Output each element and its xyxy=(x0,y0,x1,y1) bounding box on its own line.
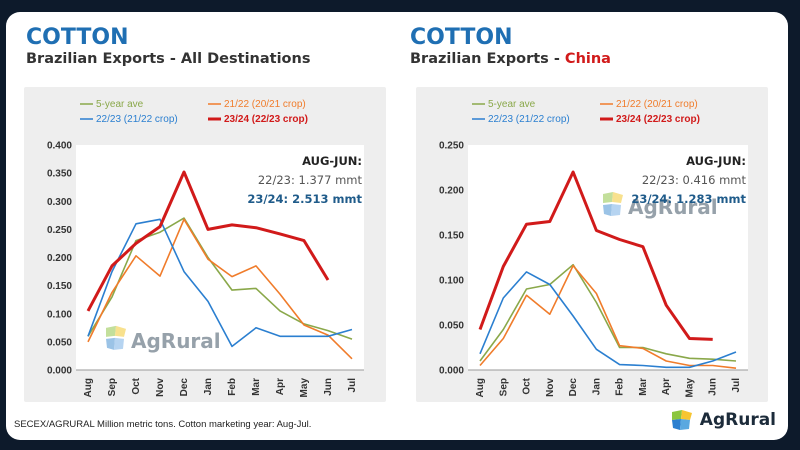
right-legend-label-y2223: 22/23 (21/22 crop) xyxy=(488,114,570,125)
right-legend-label-y2324: 23/24 (22/23 crop) xyxy=(616,114,700,125)
right-x-tick-label: Dec xyxy=(568,378,579,397)
left-chart-title: COTTON xyxy=(26,25,129,50)
left-chart-svg: 0.000 0.050 0.100 0.150 0.200 0.250 0.300 0.350… xyxy=(47,99,364,398)
left-subtitle-prefix: Brazilian Exports - xyxy=(26,51,181,67)
right-y-tick-label: 0.150 xyxy=(439,231,464,242)
right-chart: 0.000 0.050 0.100 0.150 0.200 0.250 Aug Sep Oct N… xyxy=(416,87,768,402)
right-watermark-text: AgRural xyxy=(628,195,718,219)
left-x-tick-label: Jan xyxy=(203,378,214,395)
left-watermark-icon-d xyxy=(114,337,124,350)
left-y-tick-label: 0.300 xyxy=(47,197,72,208)
right-watermark-icon-d xyxy=(611,204,621,216)
left-y-tick-label: 0.050 xyxy=(47,337,72,348)
right-chart-title: COTTON xyxy=(410,25,513,50)
agrural-logo-icon xyxy=(671,410,692,430)
right-x-tick-label: Jun xyxy=(708,378,719,396)
left-x-tick-label: Feb xyxy=(227,378,238,396)
brand-logo: AgRural xyxy=(670,408,776,432)
left-x-tick-label: Dec xyxy=(179,378,190,397)
left-note-2324: 23/24: 2.513 mmt xyxy=(247,192,362,206)
left-x-tick-label: Oct xyxy=(131,377,142,394)
left-x-tick-label: Nov xyxy=(155,378,166,397)
left-series-line-y2223 xyxy=(87,218,353,348)
right-legend-label-five_year: 5-year ave xyxy=(488,99,536,110)
brand-name: AgRural xyxy=(699,410,776,430)
right-chart-subtitle: Brazilian Exports - China xyxy=(410,51,611,67)
footer-source-note: SECEX/AGRURAL Million metric tons. Cotto… xyxy=(14,419,312,430)
left-x-tick-label: Jun xyxy=(323,378,334,396)
right-y-tick-label: 0.100 xyxy=(439,276,464,287)
right-note-heading: AUG-JUN: xyxy=(686,154,746,168)
right-y-tick-label: 0.250 xyxy=(439,141,464,152)
left-note-2223: 22/23: 1.377 mmt xyxy=(258,173,363,187)
right-note-2324: 23/24: 1.283 mmt xyxy=(631,192,746,206)
left-x-tick-label: Sep xyxy=(107,378,118,396)
left-x-tick-label: Aug xyxy=(83,378,94,397)
right-x-tick-label: Jan xyxy=(591,378,602,395)
left-panel-header: COTTON Brazilian Exports - All Destinati… xyxy=(26,25,310,68)
right-watermark-icon-c xyxy=(603,204,612,216)
right-watermark: AgRural xyxy=(603,192,718,219)
left-legend-label-y2324: 23/24 (22/23 crop) xyxy=(224,114,308,125)
right-note-2223: 22/23: 0.416 mmt xyxy=(642,173,747,187)
left-y-tick-label: 0.100 xyxy=(47,309,72,320)
left-y-tick-label: 0.250 xyxy=(47,225,72,236)
right-subtitle-prefix: Brazilian Exports - xyxy=(410,51,565,67)
left-chart: 0.000 0.050 0.100 0.150 0.200 0.250 0.300 0.350… xyxy=(24,87,386,402)
right-x-tick-label: Sep xyxy=(498,378,509,396)
right-x-tick-label: Apr xyxy=(661,378,672,395)
right-x-tick-label: Jul xyxy=(731,378,742,393)
right-y-tick-label: 0.200 xyxy=(439,186,464,197)
left-legend-label-y2122: 21/22 (20/21 crop) xyxy=(224,99,306,110)
right-y-tick-label: 0.050 xyxy=(439,321,464,332)
left-x-tick-label: Jul xyxy=(347,378,358,393)
left-x-tick-label: May xyxy=(299,378,310,398)
left-y-tick-label: 0.200 xyxy=(47,253,72,264)
left-legend-label-five_year: 5-year ave xyxy=(96,99,144,110)
left-x-tick-label: Mar xyxy=(251,378,262,396)
right-subtitle-highlight: China xyxy=(564,51,611,67)
right-watermark-icon-a xyxy=(603,192,613,203)
right-series-line-five_year xyxy=(479,263,737,362)
left-chart-subtitle: Brazilian Exports - All Destinations xyxy=(26,51,310,67)
left-legend-label-y2223: 22/23 (21/22 crop) xyxy=(96,114,178,125)
right-x-tick-label: May xyxy=(684,378,695,398)
left-y-tick-label: 0.350 xyxy=(47,169,72,180)
left-series-line-five_year xyxy=(87,217,353,340)
left-watermark-icon-a xyxy=(106,325,116,337)
right-legend-label-y2122: 21/22 (20/21 crop) xyxy=(616,99,698,110)
slide: COTTON Brazilian Exports - All Destinati… xyxy=(6,12,788,440)
left-watermark-text: AgRural xyxy=(131,329,221,353)
right-chart-svg: 0.000 0.050 0.100 0.150 0.200 0.250 Aug Sep Oct N… xyxy=(439,99,748,398)
left-series-line-y2324 xyxy=(86,170,330,312)
left-y-tick-label: 0.400 xyxy=(47,141,72,152)
right-x-tick-label: Mar xyxy=(638,378,649,396)
right-x-tick-label: Nov xyxy=(545,378,556,397)
right-plot-area xyxy=(468,145,748,370)
right-x-tick-label: Aug xyxy=(475,378,486,397)
right-series-line-y2324 xyxy=(478,170,713,341)
left-subtitle-highlight: All Destinations xyxy=(180,51,311,67)
left-note-heading: AUG-JUN: xyxy=(302,154,362,168)
left-x-tick-label: Apr xyxy=(275,378,286,395)
right-x-tick-label: Feb xyxy=(615,378,626,396)
right-series-line-y2223 xyxy=(479,271,737,369)
right-panel-header: COTTON Brazilian Exports - China xyxy=(410,25,611,68)
left-series-line-y2122 xyxy=(87,218,353,360)
left-watermark: AgRural xyxy=(106,325,221,353)
right-y-tick-label: 0.000 xyxy=(439,366,464,377)
left-watermark-icon-b xyxy=(115,325,126,337)
left-watermark-icon-c xyxy=(106,337,115,350)
right-watermark-icon-b xyxy=(612,192,623,203)
right-x-tick-label: Oct xyxy=(522,377,533,394)
left-y-tick-label: 0.000 xyxy=(47,366,72,377)
left-y-tick-label: 0.150 xyxy=(47,281,72,292)
